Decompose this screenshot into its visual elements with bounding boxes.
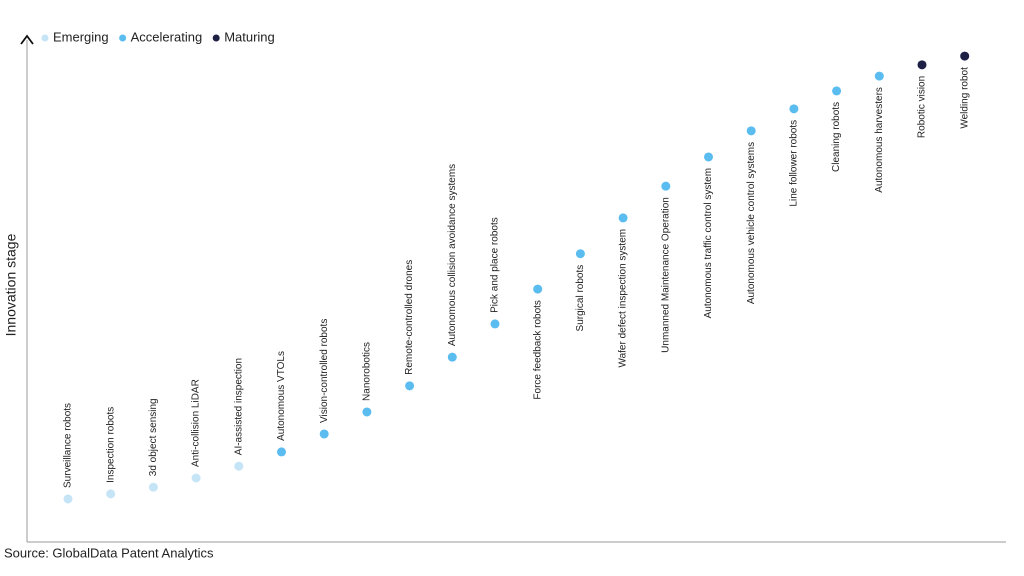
data-point (319, 429, 329, 439)
point-label: Anti-collision LiDAR (191, 379, 202, 467)
point-label: Unmanned Maintenance Operation (660, 197, 671, 353)
point-label: Cleaning robots (831, 102, 842, 172)
point-label: Remote-controlled drones (404, 260, 415, 375)
point-label: Inspection robots (105, 407, 116, 483)
data-point (362, 407, 372, 417)
data-point (832, 86, 842, 96)
point-label: Welding robot (959, 67, 970, 129)
point-label: Surgical robots (575, 265, 586, 332)
point-label: Wafer defect inspection system (618, 229, 629, 368)
data-point (704, 152, 713, 162)
point-label: Nanorobotics (362, 342, 373, 401)
point-label: Autonomous collision avoidance systems (447, 164, 458, 346)
point-label: Force feedback robots (532, 300, 543, 400)
axis-arrow (20, 34, 34, 45)
y-axis-title: Innovation stage (3, 233, 19, 336)
data-point (106, 489, 116, 499)
legend-marker (212, 34, 220, 42)
point-label: Line follower robots (789, 120, 800, 207)
point-label: Surveillance robots (63, 403, 74, 488)
legend-marker (119, 34, 127, 42)
point-label: Autonomous traffic control system (703, 168, 714, 318)
point-label: 3d object sensing (148, 398, 159, 476)
data-point (960, 51, 970, 61)
data-point (661, 181, 671, 191)
data-point (234, 461, 244, 471)
data-point (277, 447, 286, 457)
data-point (405, 381, 415, 391)
data-point (917, 60, 927, 70)
data-point (191, 473, 201, 483)
data-point (63, 494, 73, 504)
point-label: Autonomous harvesters (874, 87, 885, 193)
point-label: Autonomous VTOLs (276, 351, 287, 441)
data-point (575, 249, 585, 259)
legend-label: Maturing (224, 29, 275, 44)
point-label: Vision-controlled robots (319, 319, 330, 423)
point-label: Pick and place robots (490, 217, 501, 313)
data-point (447, 352, 457, 362)
data-point (490, 319, 500, 329)
data-point (874, 71, 884, 81)
data-point (746, 126, 756, 136)
point-label: AI-assisted inspection (233, 358, 244, 455)
legend-label: Accelerating (131, 29, 203, 44)
point-label: Autonomous vehicle control systems (746, 142, 757, 304)
data-point (533, 284, 543, 294)
point-label: Robotic vision (917, 76, 928, 138)
data-point (618, 213, 628, 223)
source-note: Source: GlobalData Patent Analytics (4, 545, 214, 560)
data-point (789, 104, 799, 114)
data-point (148, 482, 158, 492)
legend-label: Emerging (53, 29, 109, 44)
legend-marker (41, 34, 49, 42)
